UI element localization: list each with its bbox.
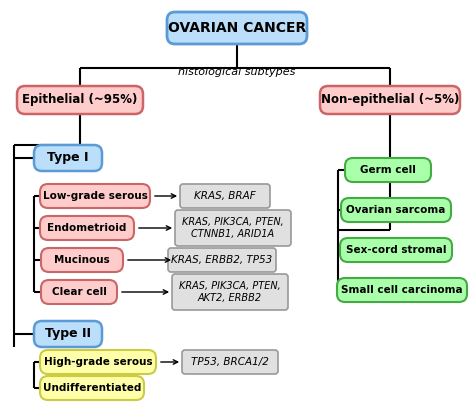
FancyBboxPatch shape xyxy=(182,350,278,374)
Text: Endometrioid: Endometrioid xyxy=(47,223,127,233)
FancyBboxPatch shape xyxy=(340,238,452,262)
Text: Germ cell: Germ cell xyxy=(360,165,416,175)
Text: Undifferentiated: Undifferentiated xyxy=(43,383,141,393)
FancyBboxPatch shape xyxy=(168,248,276,272)
Text: Small cell carcinoma: Small cell carcinoma xyxy=(341,285,463,295)
Text: Ovarian sarcoma: Ovarian sarcoma xyxy=(346,205,446,215)
FancyBboxPatch shape xyxy=(34,145,102,171)
FancyBboxPatch shape xyxy=(337,278,467,302)
Text: Sex-cord stromal: Sex-cord stromal xyxy=(346,245,446,255)
FancyBboxPatch shape xyxy=(40,350,156,374)
Text: Clear cell: Clear cell xyxy=(52,287,107,297)
Text: Type I: Type I xyxy=(47,152,89,164)
FancyBboxPatch shape xyxy=(41,248,123,272)
Text: Mucinous: Mucinous xyxy=(54,255,110,265)
Text: KRAS, ERBB2, TP53: KRAS, ERBB2, TP53 xyxy=(172,255,273,265)
Text: KRAS, BRAF: KRAS, BRAF xyxy=(194,191,256,201)
FancyBboxPatch shape xyxy=(180,184,270,208)
FancyBboxPatch shape xyxy=(167,12,307,44)
FancyBboxPatch shape xyxy=(175,210,291,246)
Text: histological subtypes: histological subtypes xyxy=(178,67,296,77)
Text: KRAS, PIK3CA, PTEN,
AKT2, ERBB2: KRAS, PIK3CA, PTEN, AKT2, ERBB2 xyxy=(179,281,281,303)
FancyBboxPatch shape xyxy=(34,321,102,347)
FancyBboxPatch shape xyxy=(40,184,150,208)
FancyBboxPatch shape xyxy=(17,86,143,114)
Text: High-grade serous: High-grade serous xyxy=(44,357,152,367)
Text: OVARIAN CANCER: OVARIAN CANCER xyxy=(168,21,306,35)
Text: Low-grade serous: Low-grade serous xyxy=(43,191,147,201)
FancyBboxPatch shape xyxy=(172,274,288,310)
Text: Epithelial (~95%): Epithelial (~95%) xyxy=(22,93,137,107)
FancyBboxPatch shape xyxy=(345,158,431,182)
FancyBboxPatch shape xyxy=(320,86,460,114)
FancyBboxPatch shape xyxy=(41,280,117,304)
FancyBboxPatch shape xyxy=(341,198,451,222)
Text: KRAS, PIK3CA, PTEN,
CTNNB1, ARID1A: KRAS, PIK3CA, PTEN, CTNNB1, ARID1A xyxy=(182,217,284,239)
Text: Non-epithelial (~5%): Non-epithelial (~5%) xyxy=(321,93,459,107)
FancyBboxPatch shape xyxy=(40,376,144,400)
FancyBboxPatch shape xyxy=(40,216,134,240)
Text: TP53, BRCA1/2: TP53, BRCA1/2 xyxy=(191,357,269,367)
Text: Type II: Type II xyxy=(45,328,91,341)
